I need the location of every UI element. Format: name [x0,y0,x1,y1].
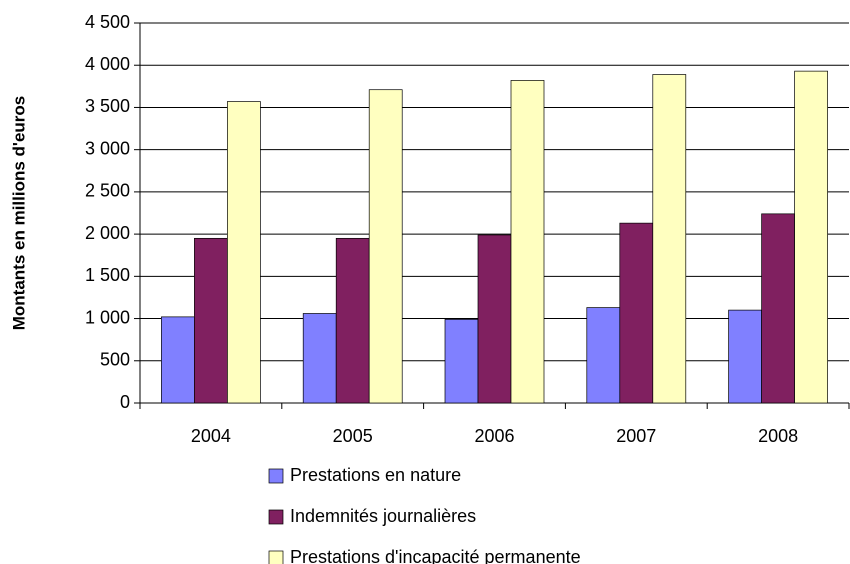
bar [368,89,403,404]
legend-swatch [268,509,284,525]
legend-label: Prestations en nature [290,465,461,485]
y-tick-label: 0 [120,392,130,412]
x-tick-label: 2006 [474,426,514,446]
bar [161,316,195,404]
bar [227,101,261,404]
y-tick-label: 1 500 [85,265,130,285]
legend-swatch [268,550,284,564]
y-tick-label: 4 000 [85,54,130,74]
y-axis-title: Montants en millions d'euros [9,96,28,331]
y-tick-label: 3 500 [85,96,130,116]
bar [444,319,479,404]
y-tick-label: 3 000 [85,138,130,158]
bar [477,234,512,404]
bar [728,309,762,404]
y-tick-label: 500 [100,350,130,370]
bar [194,237,228,404]
bar [761,213,795,404]
x-tick-label: 2004 [191,426,231,446]
x-tick-label: 2007 [616,426,656,446]
legend-label: Indemnités journalières [290,506,476,526]
y-tick-label: 2 000 [85,223,130,243]
bar [619,222,654,404]
bar [652,74,687,404]
y-tick-label: 1 000 [85,307,130,327]
legend-swatch [268,468,284,484]
bar [510,80,545,404]
bar [794,70,828,404]
bar [586,307,621,404]
bar [335,237,370,404]
x-tick-label: 2008 [758,426,798,446]
bar [302,313,337,404]
legend-label: Prestations d'incapacité permanente [290,547,581,564]
x-tick-label: 2005 [333,426,373,446]
y-tick-label: 4 500 [85,12,130,32]
y-tick-label: 2 500 [85,181,130,201]
